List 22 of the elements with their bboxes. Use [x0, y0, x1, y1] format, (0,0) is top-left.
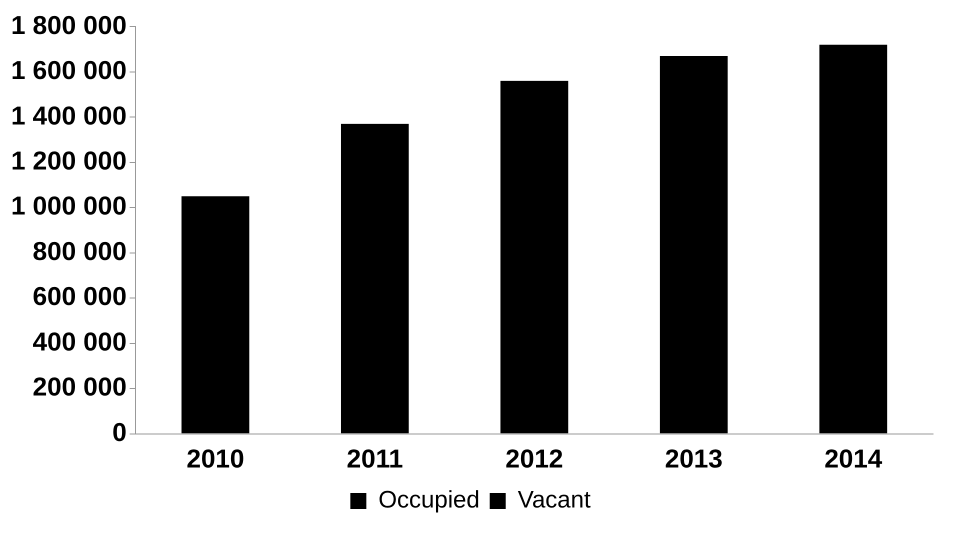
x-tick-label: 2014	[824, 444, 883, 474]
y-tick-label: 1 000 000	[10, 190, 127, 221]
bar	[182, 196, 250, 434]
x-tick-label: 2010	[186, 444, 244, 474]
x-tick-label: 2013	[664, 444, 723, 474]
y-tick-label: 1 400 000	[10, 100, 127, 130]
y-tick-label: 0	[112, 416, 127, 447]
y-tick-label: 200 000	[32, 372, 127, 402]
y-tick-label: 1 200 000	[10, 146, 127, 176]
bar	[340, 124, 409, 434]
legend-label: Vacant	[518, 486, 591, 514]
y-tick-label: 1 600 000	[10, 55, 127, 86]
bar	[500, 80, 568, 434]
x-tick-label: 2012	[505, 444, 564, 474]
bar	[660, 56, 728, 434]
bar	[819, 44, 888, 434]
y-tick-label: 600 000	[32, 281, 127, 312]
x-tick-label: 2011	[346, 444, 404, 474]
y-tick-label: 400 000	[32, 326, 127, 356]
y-tick-label: 800 000	[32, 236, 127, 266]
legend-label: Occupied	[378, 486, 480, 514]
y-tick-label: 1 800 000	[10, 10, 127, 40]
